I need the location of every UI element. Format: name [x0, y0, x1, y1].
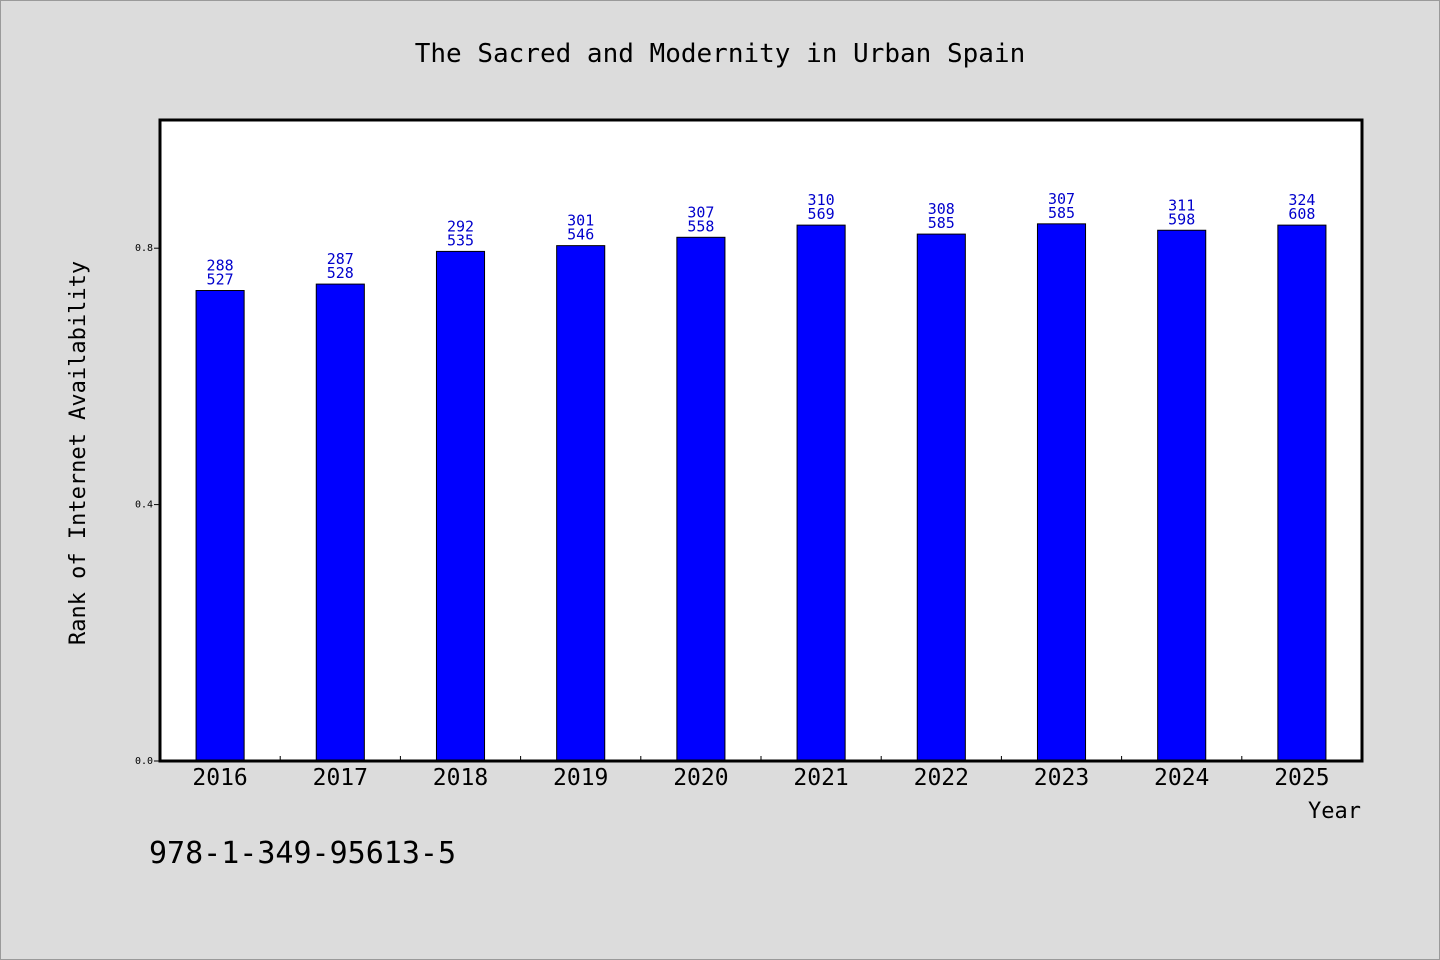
bar-2025	[1277, 224, 1327, 762]
y-tick-label-0.4: 0.4	[135, 500, 153, 511]
x-tick-label-2025: 2025	[1274, 765, 1329, 791]
x-tick-label-2020: 2020	[673, 765, 728, 791]
data-label-top-2018: 292	[447, 217, 474, 235]
bar-2019	[556, 245, 606, 762]
data-label-top-2025: 324	[1288, 191, 1315, 209]
y-axis-title: Rank of Internet Availability	[66, 261, 91, 645]
bar-2024	[1157, 229, 1207, 762]
data-label-bottom-2018: 535	[447, 231, 474, 249]
data-label-top-2017: 287	[327, 250, 354, 268]
bar-2022	[916, 233, 966, 762]
data-label-top-2019: 301	[567, 212, 594, 230]
bar-2018	[435, 250, 486, 762]
data-label-bottom-2025: 608	[1288, 205, 1315, 223]
bar-2021	[796, 224, 846, 762]
bar-2017	[315, 283, 365, 762]
isbn-text: 978-1-349-95613-5	[149, 836, 456, 871]
x-tick-label-2018: 2018	[433, 765, 488, 791]
bar-2020	[676, 236, 726, 762]
bars-layer	[195, 223, 1327, 762]
data-label-top-2021: 310	[808, 191, 835, 209]
data-label-bottom-2024: 598	[1168, 210, 1195, 228]
data-label-bottom-2023: 585	[1048, 204, 1075, 222]
data-label-top-2016: 288	[207, 257, 234, 275]
x-axis-title: Year	[1308, 799, 1361, 824]
x-tick-label-2016: 2016	[192, 765, 247, 791]
data-label-bottom-2022: 585	[928, 214, 955, 232]
data-label-top-2022: 308	[928, 200, 955, 218]
data-label-top-2024: 311	[1168, 196, 1195, 214]
bar-2016	[195, 290, 245, 762]
x-tick-label-2024: 2024	[1154, 765, 1209, 791]
ticks-layer: 2016 2017 2018 2019 2020 2021 2022 2023 2024 2025…	[135, 243, 1330, 791]
data-label-bottom-2020: 558	[687, 217, 714, 235]
x-tick-label-2023: 2023	[1034, 765, 1089, 791]
data-label-bottom-2021: 569	[808, 205, 835, 223]
data-label-bottom-2019: 546	[567, 226, 594, 244]
chart-title: The Sacred and Modernity in Urban Spain	[415, 39, 1025, 69]
x-tick-label-2017: 2017	[313, 765, 368, 791]
y-tick-label-0.0: 0.0	[135, 756, 153, 767]
plot-frame	[158, 118, 1364, 763]
x-tick-label-2019: 2019	[553, 765, 608, 791]
data-label-bottom-2017: 528	[327, 264, 354, 282]
data-label-bottom-2016: 527	[207, 271, 234, 289]
bar-2023	[1036, 223, 1087, 762]
y-tick-label-0.8: 0.8	[135, 243, 153, 254]
x-tick-label-2021: 2021	[793, 765, 848, 791]
data-label-top-2020: 307	[687, 203, 714, 221]
data-label-top-2023: 307	[1048, 190, 1075, 208]
x-tick-label-2022: 2022	[914, 765, 969, 791]
